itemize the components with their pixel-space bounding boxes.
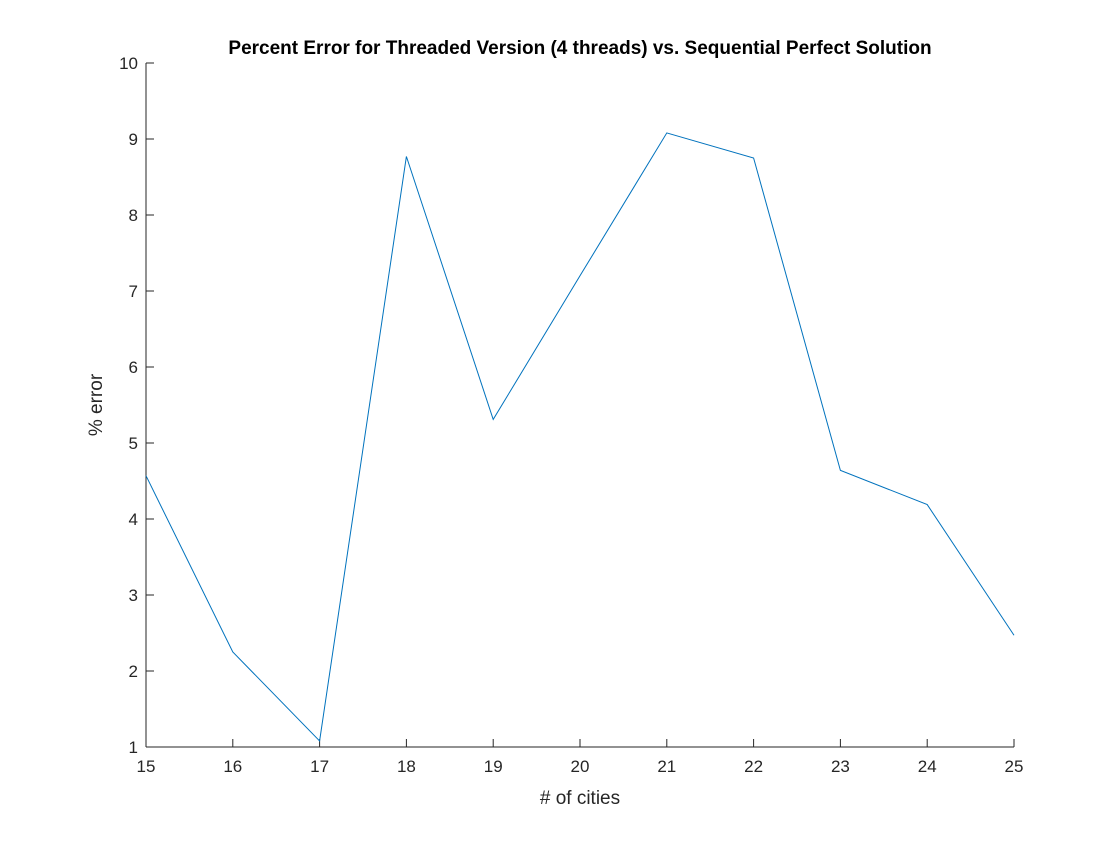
x-tick-label: 17 <box>310 757 329 776</box>
y-tick-label: 2 <box>129 662 138 681</box>
x-tick-label: 20 <box>571 757 590 776</box>
y-tick-label: 1 <box>129 738 138 757</box>
series-line-1 <box>145 132 1015 742</box>
y-tick-label: 4 <box>129 510 138 529</box>
y-tick-label: 7 <box>129 282 138 301</box>
chart-title: Percent Error for Threaded Version (4 th… <box>228 38 931 59</box>
x-tick-label: 23 <box>831 757 850 776</box>
y-tick-label: 6 <box>129 358 138 377</box>
x-tick-label: 25 <box>1005 757 1024 776</box>
x-tick-label: 16 <box>223 757 242 776</box>
y-tick-label: 8 <box>129 206 138 225</box>
y-axis-label: % error <box>86 373 107 436</box>
x-tick-label: 24 <box>918 757 937 776</box>
x-tick-label: 22 <box>744 757 763 776</box>
y-tick-label: 3 <box>129 586 138 605</box>
y-tick-label: 9 <box>129 130 138 149</box>
x-tick-label: 19 <box>484 757 503 776</box>
y-tick-label: 10 <box>119 54 138 73</box>
x-tick-label: 21 <box>657 757 676 776</box>
x-tick-label: 15 <box>137 757 156 776</box>
x-axis-label: # of cities <box>540 788 620 809</box>
y-tick-label: 5 <box>129 434 138 453</box>
x-tick-label: 18 <box>397 757 416 776</box>
